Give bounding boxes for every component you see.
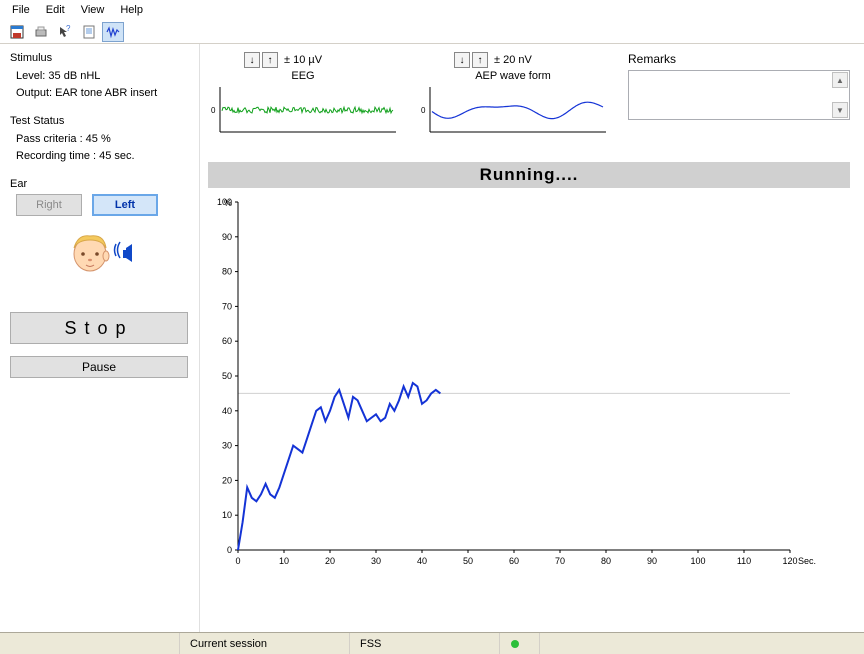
sidebar: Stimulus Level: 35 dB nHL Output: EAR to…: [0, 44, 200, 632]
svg-text:50: 50: [463, 556, 473, 566]
svg-text:0: 0: [227, 545, 232, 555]
svg-text:60: 60: [509, 556, 519, 566]
ear-right-button[interactable]: Right: [16, 194, 82, 216]
pass-criteria: Pass criteria : 45 %: [10, 131, 189, 148]
svg-text:20: 20: [325, 556, 335, 566]
svg-text:50: 50: [222, 371, 232, 381]
menu-edit[interactable]: Edit: [38, 2, 73, 18]
aep-range: ± 20 nV: [494, 54, 532, 66]
aep-scale-down-icon[interactable]: ↓: [454, 52, 470, 68]
menu-bar: File Edit View Help: [0, 0, 864, 20]
toolbar: ?: [0, 20, 864, 44]
svg-text:110: 110: [737, 556, 751, 566]
eeg-scale-down-icon[interactable]: ↓: [244, 52, 260, 68]
test-status-group: Test Status Pass criteria : 45 % Recordi…: [10, 115, 189, 164]
stimulus-title: Stimulus: [10, 52, 189, 64]
save-icon[interactable]: [6, 22, 28, 42]
stimulus-output: Output: EAR tone ABR insert: [10, 85, 189, 102]
remarks-scroll-down-icon[interactable]: ▼: [832, 102, 848, 118]
report-icon[interactable]: [78, 22, 100, 42]
svg-text:0: 0: [421, 106, 426, 115]
aep-label: AEP wave form: [418, 70, 608, 82]
stimulus-level: Level: 35 dB nHL: [10, 68, 189, 85]
remarks-label: Remarks: [628, 52, 850, 66]
main-chart: 0 10 20 30 40 50 60 70 80 90 100 0 10 20 30 40 50 60 70 80 9…: [208, 194, 820, 574]
eeg-block: ↓ ↑ ± 10 µV EEG 0: [208, 52, 398, 142]
ear-left-button[interactable]: Left: [92, 194, 158, 216]
status-indicator-icon: [500, 633, 540, 654]
stimulus-group: Stimulus Level: 35 dB nHL Output: EAR to…: [10, 52, 189, 101]
svg-text:60: 60: [222, 336, 232, 346]
svg-text:30: 30: [222, 441, 232, 451]
svg-text:80: 80: [222, 267, 232, 277]
test-status-title: Test Status: [10, 115, 189, 127]
eeg-waveform: 0: [208, 82, 398, 142]
pause-button[interactable]: Pause: [10, 356, 188, 378]
svg-text:70: 70: [555, 556, 565, 566]
menu-view[interactable]: View: [73, 2, 113, 18]
recording-time: Recording time : 45 sec.: [10, 148, 189, 165]
stop-button[interactable]: Stop: [10, 312, 188, 344]
svg-text:40: 40: [417, 556, 427, 566]
svg-text:10: 10: [279, 556, 289, 566]
aep-waveform: 0: [418, 82, 608, 142]
svg-text:0: 0: [235, 556, 240, 566]
waveform-icon[interactable]: [102, 22, 124, 42]
svg-text:%: %: [224, 198, 232, 208]
eeg-scale-up-icon[interactable]: ↑: [262, 52, 278, 68]
content-area: ↓ ↑ ± 10 µV EEG 0 ↓ ↑ ± 20 nV AEP wave f…: [200, 44, 864, 632]
svg-text:?: ?: [66, 25, 71, 33]
eeg-range: ± 10 µV: [284, 54, 322, 66]
svg-text:80: 80: [601, 556, 611, 566]
print-icon[interactable]: [30, 22, 52, 42]
svg-text:90: 90: [647, 556, 657, 566]
baby-ear-graphic: [10, 216, 189, 294]
help-cursor-icon[interactable]: ?: [54, 22, 76, 42]
svg-text:70: 70: [222, 301, 232, 311]
remarks-block: Remarks ▲ ▼: [628, 52, 850, 120]
svg-text:120: 120: [782, 556, 797, 566]
svg-text:0: 0: [211, 106, 216, 115]
svg-text:10: 10: [222, 510, 232, 520]
status-bar: Current session FSS: [0, 632, 864, 654]
status-session: Current session: [180, 633, 350, 654]
aep-scale-up-icon[interactable]: ↑: [472, 52, 488, 68]
svg-text:90: 90: [222, 232, 232, 242]
remarks-scroll-up-icon[interactable]: ▲: [832, 72, 848, 88]
running-status: Running....: [208, 162, 850, 188]
svg-text:40: 40: [222, 406, 232, 416]
aep-block: ↓ ↑ ± 20 nV AEP wave form 0: [418, 52, 608, 142]
menu-file[interactable]: File: [4, 2, 38, 18]
ear-group: Ear Right Left: [10, 178, 189, 294]
svg-text:30: 30: [371, 556, 381, 566]
svg-text:100: 100: [690, 556, 705, 566]
svg-text:Sec.: Sec.: [798, 556, 816, 566]
eeg-label: EEG: [208, 70, 398, 82]
ear-title: Ear: [10, 178, 189, 190]
remarks-textarea[interactable]: ▲ ▼: [628, 70, 850, 120]
menu-help[interactable]: Help: [112, 2, 151, 18]
status-fss: FSS: [350, 633, 500, 654]
svg-text:20: 20: [222, 475, 232, 485]
